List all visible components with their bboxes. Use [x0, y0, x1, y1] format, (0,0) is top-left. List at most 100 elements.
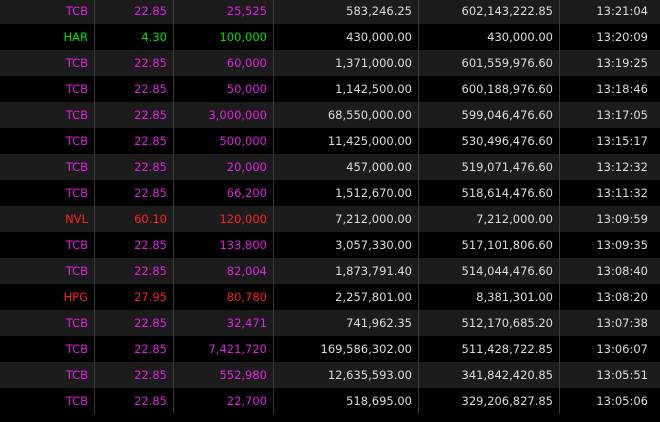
- volume-cell: 80,780: [174, 284, 274, 310]
- total-cell: 519,071,476.60: [419, 154, 560, 180]
- table-row[interactable]: TCB 22.85 20,000 457,000.00 519,071,476.60 13…: [0, 154, 660, 180]
- time-cell: 13:06:07: [596, 342, 648, 356]
- time-cell: 13:11:32: [596, 186, 648, 200]
- symbol-cell: TCB: [0, 76, 95, 102]
- time-cell: 13:20:09: [596, 30, 648, 44]
- price-cell: 22.85: [95, 0, 174, 24]
- time-cell: 13:17:05: [596, 108, 648, 122]
- time-cell: 13:05:51: [596, 368, 648, 382]
- total-cell: 518,614,476.60: [419, 180, 560, 206]
- value-cell: 430,000.00: [274, 24, 419, 50]
- total-cell: 601,559,976.60: [419, 50, 560, 76]
- value-cell: 3,057,330.00: [274, 232, 419, 258]
- time-cell: 13:15:17: [596, 134, 648, 148]
- total-cell: 329,206,827.85: [419, 388, 560, 414]
- price-cell: 22.85: [95, 388, 174, 414]
- symbol-cell: TCB: [0, 50, 95, 76]
- volume-cell: 552,980: [174, 362, 274, 388]
- time-cell: 13:07:38: [596, 316, 648, 330]
- price-cell: 22.85: [95, 336, 174, 362]
- time-cell: 13:12:32: [596, 160, 648, 174]
- volume-cell: 120,000: [174, 206, 274, 232]
- value-cell: 11,425,000.00: [274, 128, 419, 154]
- price-cell: 4.30: [95, 24, 174, 50]
- volume-cell: 82,004: [174, 258, 274, 284]
- symbol-cell: TCB: [0, 310, 95, 336]
- price-cell: 22.85: [95, 154, 174, 180]
- symbol-cell: TCB: [0, 154, 95, 180]
- price-cell: 27.95: [95, 284, 174, 310]
- volume-cell: 22,700: [174, 388, 274, 414]
- symbol-cell: HAR: [0, 24, 95, 50]
- value-cell: 518,695.00: [274, 388, 419, 414]
- total-cell: 599,046,476.60: [419, 102, 560, 128]
- volume-cell: 100,000: [174, 24, 274, 50]
- total-cell: 602,143,222.85: [419, 0, 560, 24]
- price-cell: 22.85: [95, 258, 174, 284]
- table-row[interactable]: NVL 60.10 120,000 7,212,000.00 7,212,000.00 1…: [0, 206, 660, 232]
- time-cell: 13:21:04: [596, 4, 648, 18]
- total-cell: 7,212,000.00: [419, 206, 560, 232]
- table-row[interactable]: TCB 22.85 82,004 1,873,791.40 514,044,476.60…: [0, 258, 660, 284]
- price-cell: 22.85: [95, 76, 174, 102]
- volume-cell: 25,525: [174, 0, 274, 24]
- total-cell: 600,188,976.60: [419, 76, 560, 102]
- volume-cell: 32,471: [174, 310, 274, 336]
- time-cell: 13:09:59: [596, 212, 648, 226]
- volume-cell: 50,000: [174, 76, 274, 102]
- symbol-cell: TCB: [0, 128, 95, 154]
- symbol-cell: TCB: [0, 180, 95, 206]
- symbol-cell: TCB: [0, 388, 95, 414]
- price-cell: 22.85: [95, 232, 174, 258]
- value-cell: 68,550,000.00: [274, 102, 419, 128]
- price-cell: 22.85: [95, 180, 174, 206]
- symbol-cell: TCB: [0, 0, 95, 24]
- time-cell: 13:18:46: [596, 82, 648, 96]
- symbol-cell: TCB: [0, 362, 95, 388]
- volume-cell: 7,421,720: [174, 336, 274, 362]
- total-cell: 514,044,476.60: [419, 258, 560, 284]
- time-cell: 13:19:25: [596, 56, 648, 70]
- table-row[interactable]: TCB 22.85 552,980 12,635,593.00 341,842,420.…: [0, 362, 660, 388]
- volume-cell: 500,000: [174, 128, 274, 154]
- value-cell: 12,635,593.00: [274, 362, 419, 388]
- value-cell: 1,512,670.00: [274, 180, 419, 206]
- table-row[interactable]: TCB 22.85 32,471 741,962.35 512,170,685.20 13…: [0, 310, 660, 336]
- value-cell: 7,212,000.00: [274, 206, 419, 232]
- table-row[interactable]: TCB 22.85 66,200 1,512,670.00 518,614,476.60…: [0, 180, 660, 206]
- table-row[interactable]: TCB 22.85 133,800 3,057,330.00 517,101,806.6…: [0, 232, 660, 258]
- total-cell: 530,496,476.60: [419, 128, 560, 154]
- total-cell: 8,381,301.00: [419, 284, 560, 310]
- value-cell: 2,257,801.00: [274, 284, 419, 310]
- time-cell: 13:08:40: [596, 264, 648, 278]
- symbol-cell: TCB: [0, 232, 95, 258]
- symbol-cell: TCB: [0, 258, 95, 284]
- value-cell: 169,586,302.00: [274, 336, 419, 362]
- table-row[interactable]: TCB 22.85 500,000 11,425,000.00 530,496,476.…: [0, 128, 660, 154]
- symbol-cell: NVL: [0, 206, 95, 232]
- table-row[interactable]: TCB 22.85 60,000 1,371,000.00 601,559,976.60…: [0, 50, 660, 76]
- value-cell: 1,873,791.40: [274, 258, 419, 284]
- price-cell: 22.85: [95, 310, 174, 336]
- time-cell: 13:09:35: [596, 238, 648, 252]
- time-cell: 13:05:06: [596, 394, 648, 408]
- value-cell: 1,142,500.00: [274, 76, 419, 102]
- table-row[interactable]: TCB 22.85 50,000 1,142,500.00 600,188,976.60…: [0, 76, 660, 102]
- price-cell: 22.85: [95, 102, 174, 128]
- volume-cell: 20,000: [174, 154, 274, 180]
- price-cell: 60.10: [95, 206, 174, 232]
- price-cell: 22.85: [95, 128, 174, 154]
- price-cell: 22.85: [95, 50, 174, 76]
- table-row[interactable]: TCB 22.85 3,000,000 68,550,000.00 599,046,47…: [0, 102, 660, 128]
- volume-cell: 3,000,000: [174, 102, 274, 128]
- table-row[interactable]: HPG 27.95 80,780 2,257,801.00 8,381,301.00 13…: [0, 284, 660, 310]
- table-row[interactable]: TCB 22.85 22,700 518,695.00 329,206,827.85 13…: [0, 388, 660, 414]
- symbol-cell: TCB: [0, 102, 95, 128]
- table-row[interactable]: HAR 4.30 100,000 430,000.00 430,000.00 13:20:…: [0, 24, 660, 50]
- volume-cell: 60,000: [174, 50, 274, 76]
- table-row[interactable]: TCB 22.85 7,421,720 169,586,302.00 511,428,7…: [0, 336, 660, 362]
- symbol-cell: TCB: [0, 336, 95, 362]
- total-cell: 511,428,722.85: [419, 336, 560, 362]
- table-row[interactable]: TCB 22.85 25,525 583,246.25 602,143,222.85 13…: [0, 0, 660, 24]
